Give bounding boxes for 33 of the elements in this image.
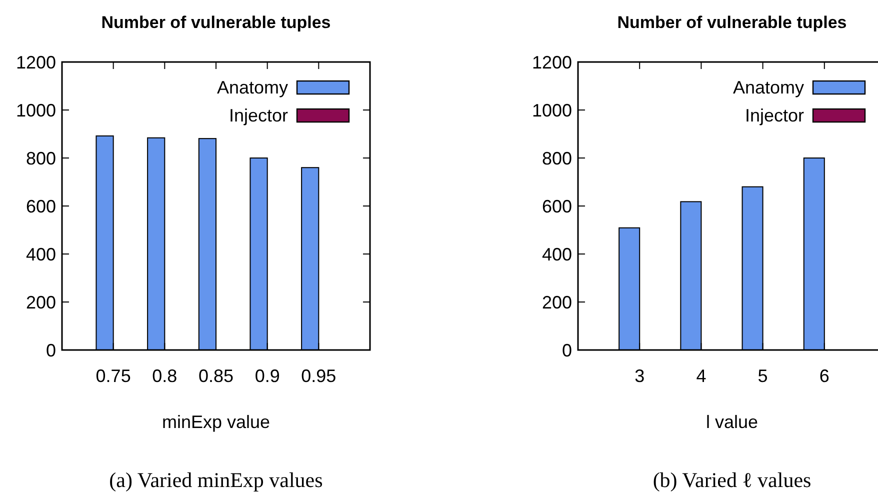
chart-title: Number of vulnerable tuples bbox=[101, 13, 331, 32]
y-tick-label: 600 bbox=[26, 196, 56, 216]
legend-label: Anatomy bbox=[216, 77, 288, 98]
x-tick-label: 0.85 bbox=[198, 366, 234, 386]
y-tick-label: 200 bbox=[542, 292, 572, 312]
x-tick-label: 0.9 bbox=[254, 366, 280, 386]
x-tick-label: 3 bbox=[634, 366, 645, 386]
chart-title: Number of vulnerable tuples bbox=[617, 13, 847, 32]
x-tick-label: 5 bbox=[758, 366, 768, 386]
legend-label: Injector bbox=[228, 105, 288, 126]
y-tick-label: 0 bbox=[562, 340, 572, 360]
x-tick-label: 4 bbox=[696, 366, 706, 386]
y-tick-label: 600 bbox=[542, 196, 572, 216]
y-tick-label: 0 bbox=[46, 340, 56, 360]
y-tick-label: 1000 bbox=[532, 100, 572, 120]
y-tick-label: 400 bbox=[542, 244, 572, 264]
y-tick-label: 800 bbox=[26, 148, 56, 168]
x-axis-title: l value bbox=[706, 412, 758, 432]
x-tick-label: 0.8 bbox=[152, 366, 178, 386]
x-tick-label: 6 bbox=[819, 366, 830, 386]
y-tick-label: 1200 bbox=[16, 52, 56, 72]
y-tick-label: 1000 bbox=[16, 100, 56, 120]
y-tick-label: 200 bbox=[26, 292, 56, 312]
x-axis-title: minExp value bbox=[162, 412, 270, 432]
x-tick-label: 0.95 bbox=[301, 366, 336, 386]
legend-label: Injector bbox=[744, 105, 804, 126]
y-tick-label: 400 bbox=[26, 244, 56, 264]
x-tick-label: 0.75 bbox=[96, 366, 131, 386]
text: (a) Varied minExp values bbox=[109, 468, 323, 492]
y-tick-label: 1200 bbox=[532, 52, 572, 72]
text: (b) Varied ℓ values bbox=[652, 468, 812, 492]
legend-label: Anatomy bbox=[732, 77, 804, 98]
y-tick-label: 800 bbox=[542, 148, 572, 168]
